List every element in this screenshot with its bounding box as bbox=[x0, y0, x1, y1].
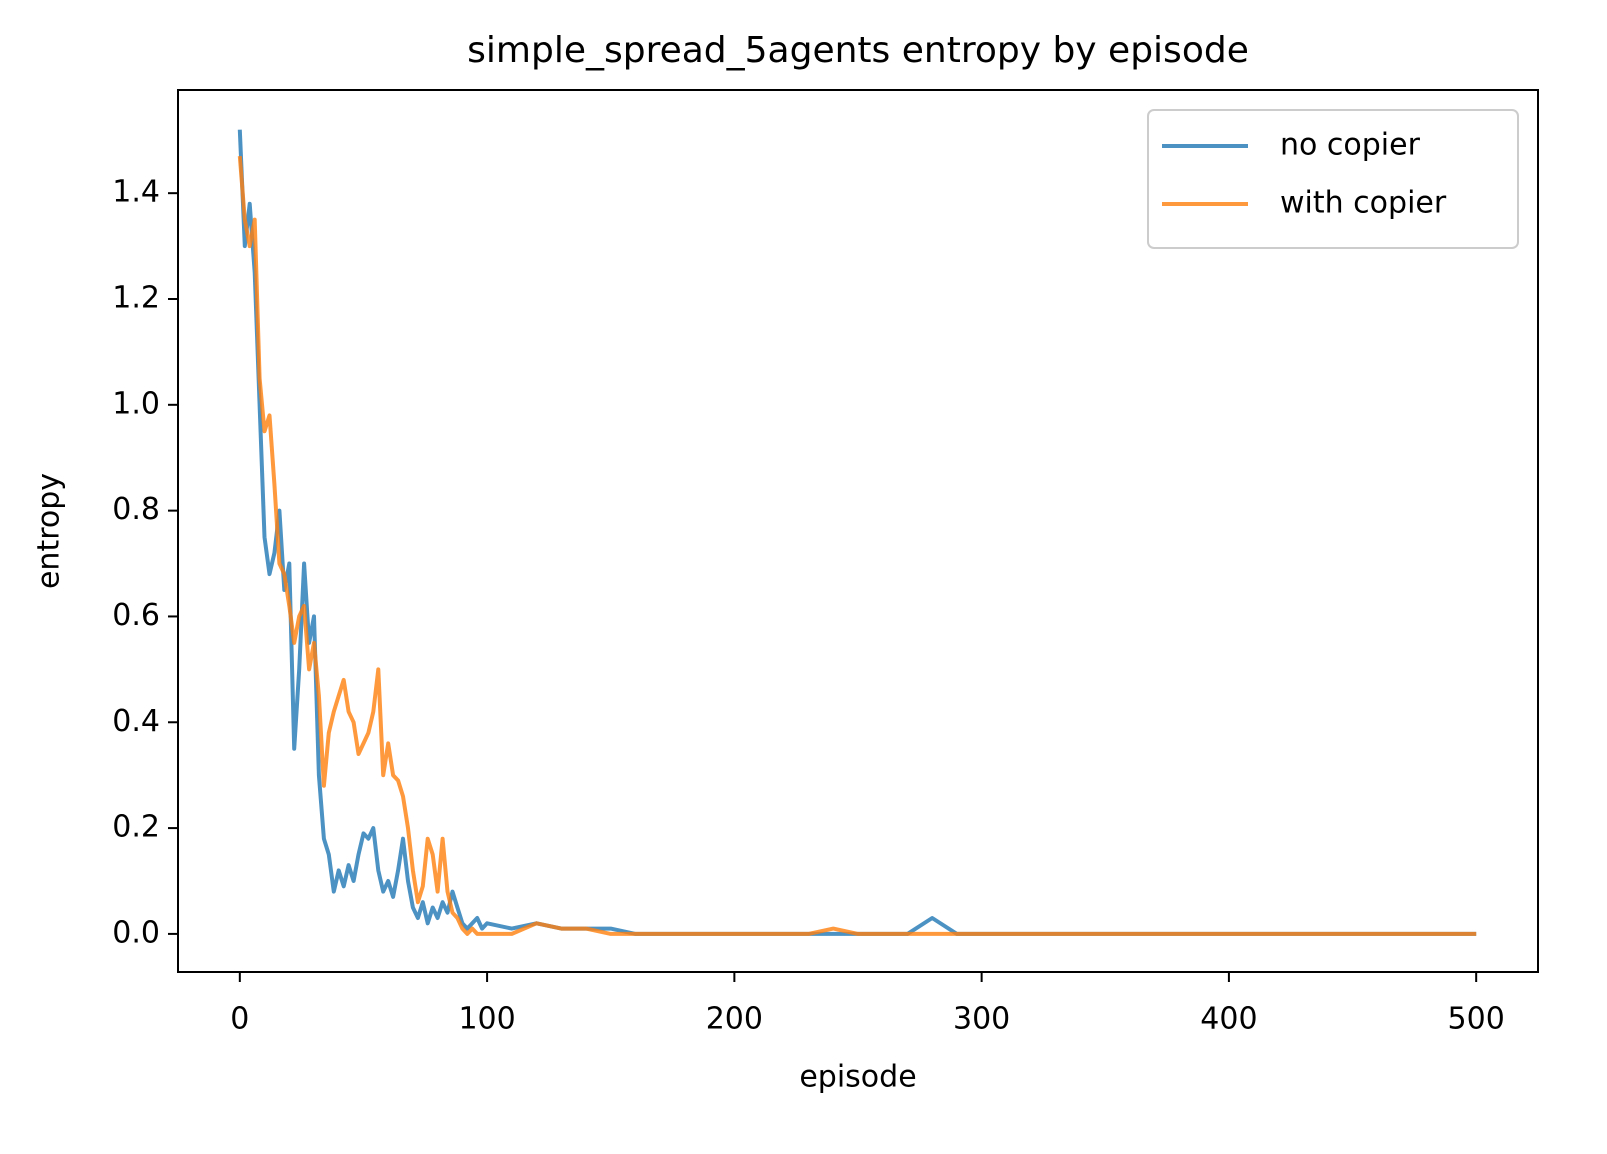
plot-frame bbox=[177, 89, 1539, 973]
chart-title: simple_spread_5agents entropy by episode bbox=[467, 30, 1249, 71]
legend-label: no copier bbox=[1280, 128, 1421, 163]
x-tick-label: 400 bbox=[1200, 1002, 1257, 1037]
legend-label: with copier bbox=[1280, 186, 1447, 221]
y-tick-label: 0.0 bbox=[112, 915, 160, 950]
y-tick-label: 1.2 bbox=[112, 280, 160, 315]
series-line bbox=[237, 129, 1477, 936]
series-line bbox=[237, 155, 1477, 936]
y-tick-label: 1.4 bbox=[112, 175, 160, 210]
y-tick-label: 0.4 bbox=[112, 704, 160, 739]
x-axis-label: episode bbox=[799, 1060, 916, 1095]
x-tick-label: 200 bbox=[706, 1002, 763, 1037]
x-tick-label: 100 bbox=[458, 1002, 515, 1037]
x-tick-label: 300 bbox=[953, 1002, 1010, 1037]
y-tick-label: 1.0 bbox=[112, 386, 160, 421]
x-tick-label: 0 bbox=[230, 1002, 249, 1037]
y-tick-label: 0.6 bbox=[112, 598, 160, 633]
y-tick-label: 0.8 bbox=[112, 492, 160, 527]
y-tick-label: 0.2 bbox=[112, 810, 160, 845]
x-tick-label: 500 bbox=[1448, 1002, 1505, 1037]
y-axis-label: entropy bbox=[32, 473, 67, 589]
